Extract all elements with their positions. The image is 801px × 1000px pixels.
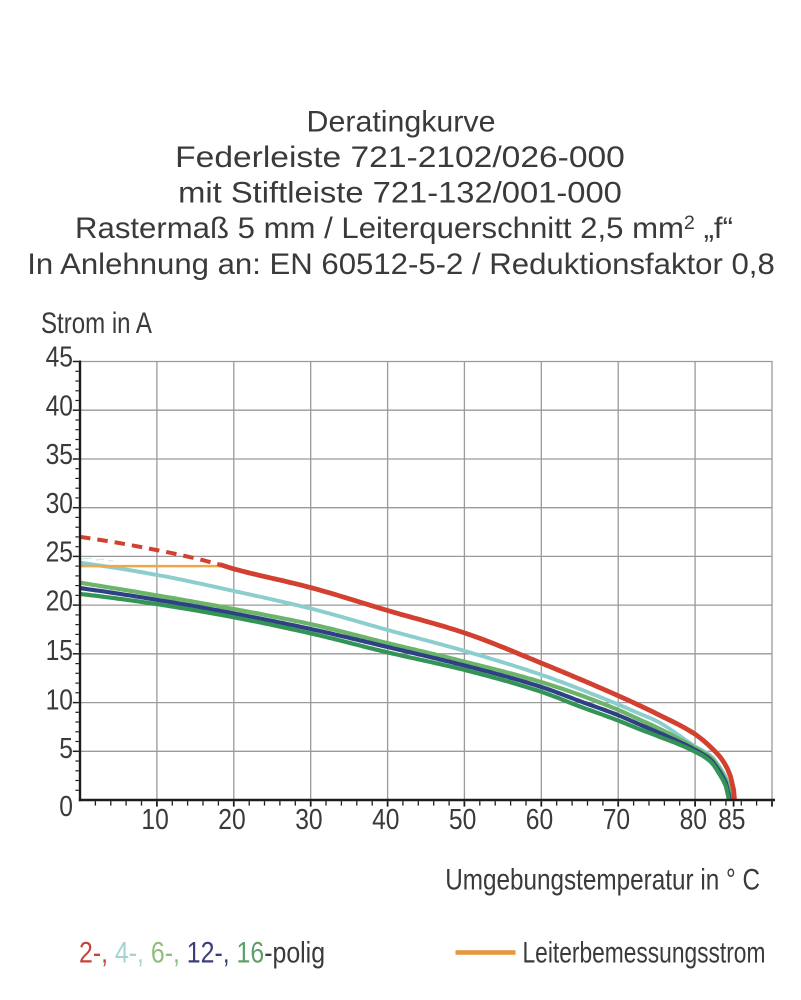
svg-text:60: 60 (526, 803, 553, 835)
svg-text:0: 0 (59, 790, 73, 822)
svg-text:35: 35 (46, 438, 73, 470)
svg-text:Rastermaß 5 mm / Leiterquersch: Rastermaß 5 mm / Leiterquerschnitt 2,5 m… (75, 212, 733, 245)
svg-text:Strom in A: Strom in A (41, 305, 153, 339)
svg-text:25: 25 (46, 536, 73, 568)
svg-text:2-, 4-, 6-, 12-, 16-polig: 2-, 4-, 6-, 12-, 16-polig (79, 935, 325, 969)
svg-text:15: 15 (46, 634, 73, 666)
svg-text:30: 30 (46, 487, 73, 519)
svg-text:10: 10 (46, 683, 73, 715)
svg-text:40: 40 (46, 390, 73, 422)
svg-text:50: 50 (449, 803, 476, 835)
svg-text:20: 20 (218, 803, 245, 835)
svg-text:Leiterbemessungsstrom: Leiterbemessungsstrom (523, 935, 766, 969)
svg-text:30: 30 (295, 803, 322, 835)
svg-text:20: 20 (46, 584, 73, 616)
svg-text:85: 85 (718, 803, 745, 835)
svg-text:10: 10 (141, 803, 168, 835)
svg-text:Federleiste 721-2102/026-000: Federleiste 721-2102/026-000 (175, 140, 625, 174)
svg-text:70: 70 (603, 803, 630, 835)
svg-text:80: 80 (680, 803, 707, 835)
svg-text:5: 5 (59, 732, 73, 764)
svg-text:40: 40 (372, 803, 399, 835)
svg-text:Umgebungstemperatur in ° C: Umgebungstemperatur in ° C (445, 862, 760, 896)
svg-text:mit Stiftleiste 721-132/001-00: mit Stiftleiste 721-132/001-000 (178, 176, 622, 209)
svg-text:45: 45 (46, 340, 73, 372)
svg-text:Deratingkurve: Deratingkurve (307, 106, 496, 139)
svg-text:In Anlehnung an: EN 60512-5-2: In Anlehnung an: EN 60512-5-2 / Reduktio… (27, 248, 775, 281)
